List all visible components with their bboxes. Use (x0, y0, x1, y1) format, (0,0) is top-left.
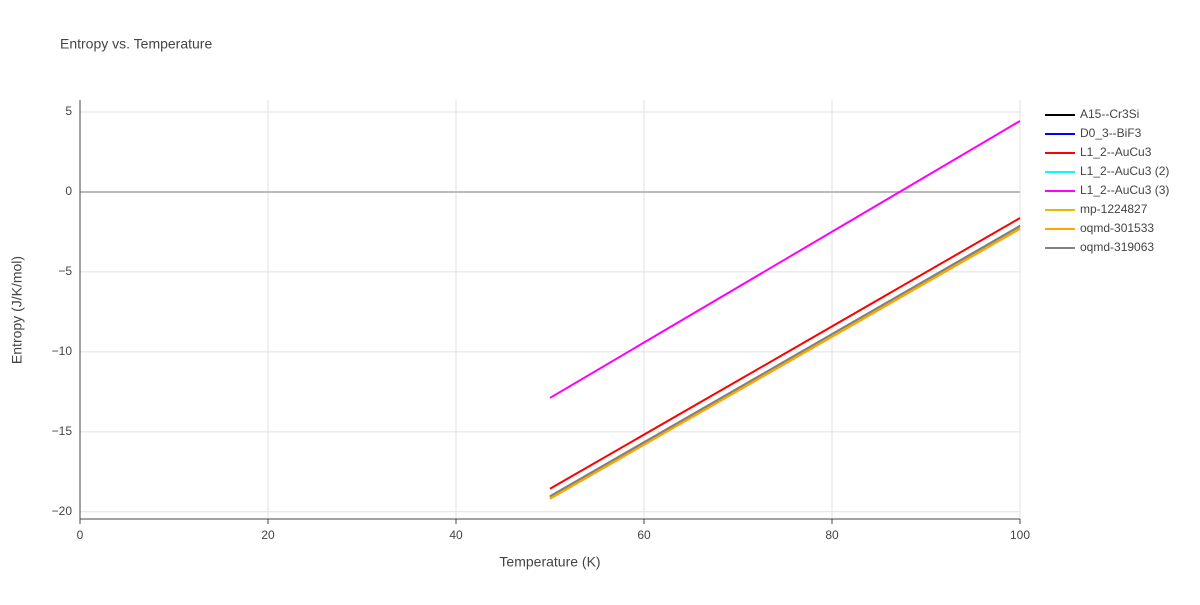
y-tick-label: −15 (52, 424, 73, 438)
series-line (549, 228, 1021, 500)
x-tick-label: 40 (449, 528, 463, 542)
x-tick-label: 80 (825, 528, 839, 542)
x-tick-label: 60 (637, 528, 651, 542)
x-tick-label: 100 (1010, 528, 1030, 542)
legend-label: L1_2--AuCu3 (3) (1080, 183, 1169, 197)
legend-label: oqmd-319063 (1080, 240, 1154, 254)
y-tick-label: −5 (58, 264, 72, 278)
legend-label: mp-1224827 (1080, 202, 1148, 216)
legend-label: D0_3--BiF3 (1080, 126, 1142, 140)
legend-label: L1_2--AuCu3 (1080, 145, 1152, 159)
series-line (549, 225, 1021, 498)
y-tick-label: 0 (65, 184, 72, 198)
y-axis-label: Entropy (J/K/mol) (9, 256, 25, 364)
y-tick-label: 5 (65, 104, 72, 118)
chart-title: Entropy vs. Temperature (60, 36, 212, 52)
x-axis-label: Temperature (K) (499, 554, 600, 570)
x-tick-label: 0 (77, 528, 84, 542)
y-tick-label: −20 (52, 504, 73, 518)
series-line (549, 217, 1021, 490)
series-line (549, 120, 1021, 399)
legend-label: oqmd-301533 (1080, 221, 1154, 235)
legend-label: L1_2--AuCu3 (2) (1080, 164, 1169, 178)
x-tick-label: 20 (261, 528, 275, 542)
y-tick-label: −10 (52, 344, 73, 358)
legend-label: A15--Cr3Si (1080, 107, 1139, 121)
